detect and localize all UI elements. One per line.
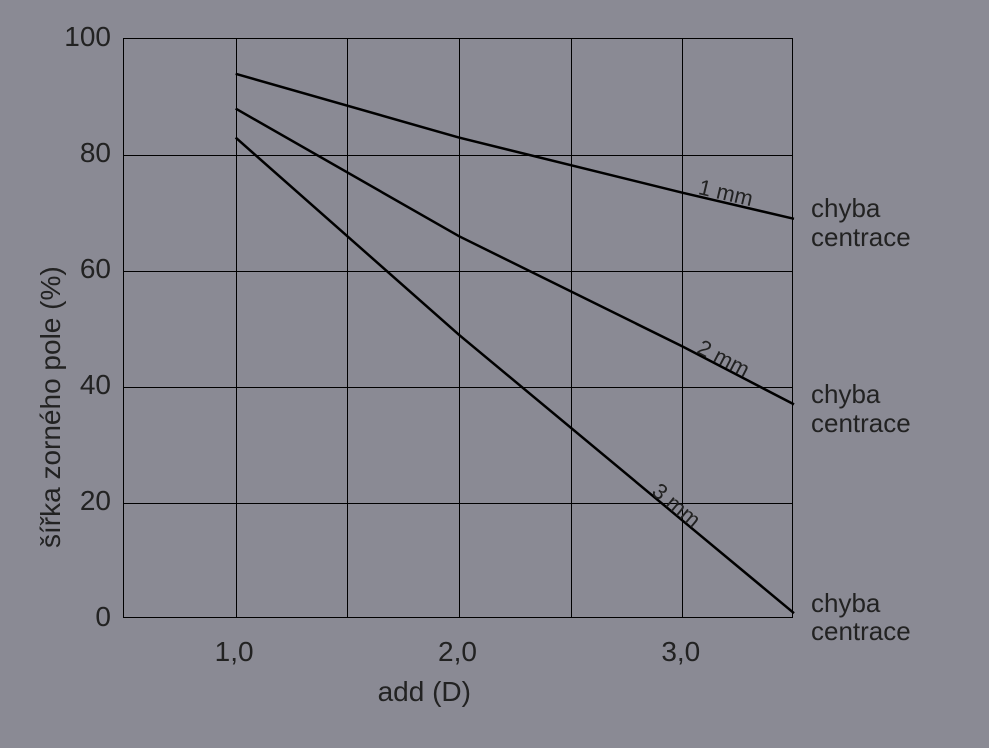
gridline-vertical (571, 39, 572, 617)
series-end-label-3mm: chybacentrace (811, 589, 911, 646)
y-tick-label: 100 (64, 21, 111, 53)
end-label-line: centrace (811, 409, 911, 438)
y-tick-label: 80 (80, 137, 111, 169)
end-label-line: centrace (811, 617, 911, 646)
gridline-horizontal (124, 271, 792, 272)
y-tick-label: 0 (95, 601, 111, 633)
gridline-horizontal (124, 387, 792, 388)
gridline-vertical (347, 39, 348, 617)
gridline-vertical (459, 39, 460, 617)
end-label-line: centrace (811, 223, 911, 252)
y-axis-title: šířka zorného pole (%) (35, 267, 67, 549)
end-label-line: chyba (811, 380, 911, 409)
x-axis-title: add (D) (378, 676, 471, 708)
end-label-line: chyba (811, 194, 911, 223)
x-tick-label: 2,0 (438, 636, 477, 668)
gridline-horizontal (124, 155, 792, 156)
gridline-vertical (236, 39, 237, 617)
series-end-label-2mm: chybacentrace (811, 380, 911, 437)
end-label-line: chyba (811, 589, 911, 618)
y-tick-label: 60 (80, 253, 111, 285)
y-tick-label: 20 (80, 485, 111, 517)
series-line-3mm (236, 138, 794, 614)
x-tick-label: 1,0 (215, 636, 254, 668)
gridline-vertical (682, 39, 683, 617)
x-tick-label: 3,0 (661, 636, 700, 668)
chart-area: šířka zorného pole (%) add (D) 0 20 40 60 80… (0, 0, 989, 748)
series-end-label-1mm: chybacentrace (811, 194, 911, 251)
plot-box (123, 38, 793, 618)
y-tick-label: 40 (80, 369, 111, 401)
